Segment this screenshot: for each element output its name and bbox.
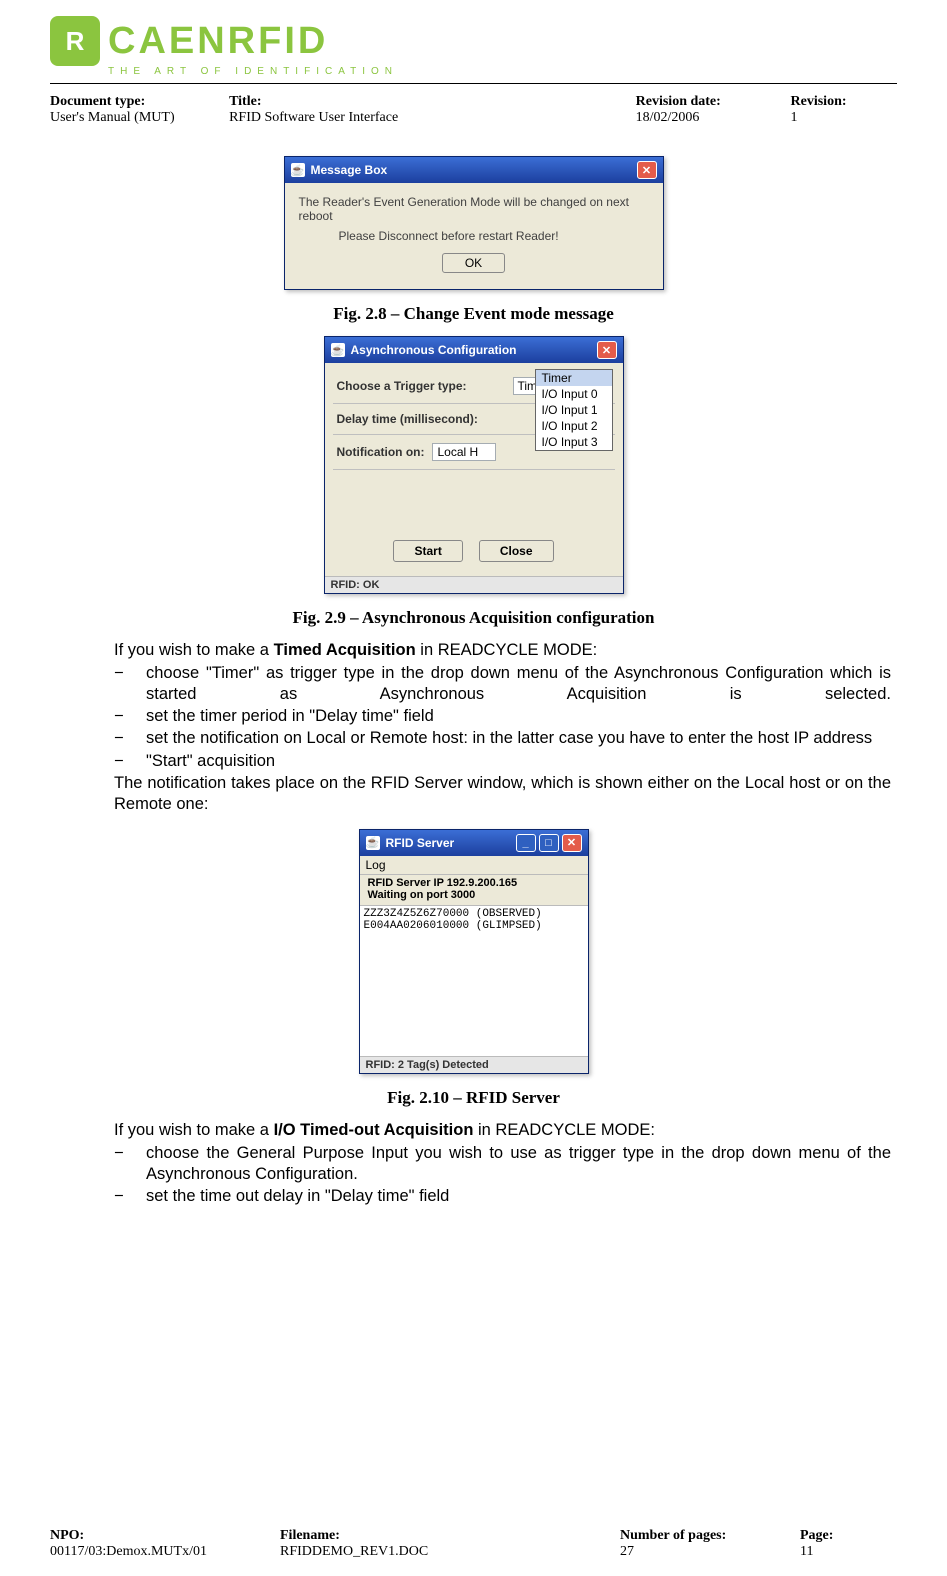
rfid-server-titlebar: ☕ RFID Server _ □ ✕ — [360, 830, 588, 856]
maximize-icon[interactable]: □ — [539, 834, 559, 852]
list-item: −choose "Timer" as trigger type in the d… — [114, 663, 891, 705]
rfid-server-status: RFID: 2 Tag(s) Detected — [360, 1056, 588, 1073]
rev-value: 1 — [791, 110, 897, 126]
dropdown-item-io3[interactable]: I/O Input 3 — [536, 434, 612, 450]
ok-button[interactable]: OK — [442, 253, 505, 273]
async-config-dialog: ☕ Asynchronous Configuration ✕ Choose a … — [324, 336, 624, 594]
async-status-bar: RFID: OK — [325, 576, 623, 593]
io-acq-intro: If you wish to make a I/O Timed-out Acqu… — [50, 1120, 897, 1141]
start-button[interactable]: Start — [393, 540, 462, 562]
tag-row: E004AA0206010000 (GLIMPSED) — [364, 920, 584, 932]
message-box-body: The Reader's Event Generation Mode will … — [285, 183, 663, 289]
notification-dropdown[interactable]: Local H — [432, 443, 496, 461]
list-item: −set the timer period in "Delay time" fi… — [114, 706, 891, 727]
rfid-server-info: RFID Server IP 192.9.200.165 Waiting on … — [360, 875, 588, 906]
async-title: Asynchronous Configuration — [351, 343, 517, 357]
list-item: −set the time out delay in "Delay time" … — [114, 1186, 891, 1207]
tag-row: ZZZ3Z4Z5Z6Z70000 (OBSERVED) — [364, 908, 584, 920]
rfid-server-body: Log RFID Server IP 192.9.200.165 Waiting… — [360, 856, 588, 1056]
async-buttons: Start Close — [333, 540, 615, 562]
minimize-icon[interactable]: _ — [516, 834, 536, 852]
timed-acq-intro: If you wish to make a Timed Acquisition … — [50, 640, 897, 661]
notification-paragraph: The notification takes place on the RFID… — [50, 773, 897, 815]
timed-acq-list: −choose "Timer" as trigger type in the d… — [50, 663, 897, 772]
doc-meta-row: Document type: User's Manual (MUT) Title… — [50, 94, 897, 126]
dropdown-item-io1[interactable]: I/O Input 1 — [536, 402, 612, 418]
file-value: RFIDDEMO_REV1.DOC — [280, 1544, 620, 1560]
pages-value: 27 — [620, 1544, 800, 1560]
dropdown-item-io2[interactable]: I/O Input 2 — [536, 418, 612, 434]
title-value: RFID Software User Interface — [229, 110, 636, 126]
file-label: Filename: — [280, 1528, 620, 1544]
trigger-type-label: Choose a Trigger type: — [337, 379, 467, 393]
pages-label: Number of pages: — [620, 1528, 800, 1544]
message-box-titlebar: ☕ Message Box ✕ — [285, 157, 663, 183]
java-icon: ☕ — [366, 836, 380, 850]
java-icon: ☕ — [291, 163, 305, 177]
io-acq-list: −choose the General Purpose Input you wi… — [50, 1143, 897, 1207]
message-line-1: The Reader's Event Generation Mode will … — [299, 195, 649, 223]
message-line-2: Please Disconnect before restart Reader! — [299, 229, 649, 243]
message-box-title: Message Box — [311, 163, 388, 177]
close-icon[interactable]: ✕ — [597, 341, 617, 359]
list-item: −choose the General Purpose Input you wi… — [114, 1143, 891, 1185]
async-body: Choose a Trigger type: Timer ▼ Delay tim… — [325, 363, 623, 576]
java-icon: ☕ — [331, 343, 345, 357]
delay-time-label: Delay time (millisecond): — [337, 412, 478, 426]
close-icon[interactable]: ✕ — [637, 161, 657, 179]
rev-date-label: Revision date: — [636, 94, 791, 110]
log-menu[interactable]: Log — [360, 856, 588, 875]
message-box-dialog: ☕ Message Box ✕ The Reader's Event Gener… — [284, 156, 664, 290]
rfid-server-dialog: ☕ RFID Server _ □ ✕ Log RFID Server IP 1… — [359, 829, 589, 1074]
page-footer: NPO: Filename: Number of pages: Page: 00… — [50, 1528, 897, 1560]
async-titlebar: ☕ Asynchronous Configuration ✕ — [325, 337, 623, 363]
npo-value: 00117/03:Demox.MUTx/01 — [50, 1544, 280, 1560]
dropdown-item-io0[interactable]: I/O Input 0 — [536, 386, 612, 402]
logo-row: R CAENRFID — [50, 16, 897, 66]
doc-type-value: User's Manual (MUT) — [50, 110, 229, 126]
caption-fig-2-8: Fig. 2.8 – Change Event mode message — [50, 304, 897, 324]
rfid-server-title: RFID Server — [386, 836, 455, 850]
rev-label: Revision: — [791, 94, 897, 110]
page-root: R CAENRFID THE ART OF IDENTIFICATION Doc… — [0, 0, 947, 1228]
rev-date-value: 18/02/2006 — [636, 110, 791, 126]
caption-fig-2-9: Fig. 2.9 – Asynchronous Acquisition conf… — [50, 608, 897, 628]
title-label: Title: — [229, 94, 636, 110]
header-divider — [50, 83, 897, 84]
dropdown-item-timer[interactable]: Timer — [536, 370, 612, 386]
list-item: −"Start" acquisition — [114, 751, 891, 772]
close-button[interactable]: Close — [479, 540, 554, 562]
doc-type-label: Document type: — [50, 94, 229, 110]
tag-list: ZZZ3Z4Z5Z6Z70000 (OBSERVED) E004AA020601… — [360, 906, 588, 1056]
trigger-dropdown-list: Timer I/O Input 0 I/O Input 1 I/O Input … — [535, 369, 613, 451]
list-item: −set the notification on Local or Remote… — [114, 728, 891, 749]
caption-fig-2-10: Fig. 2.10 – RFID Server — [50, 1088, 897, 1108]
page-label: Page: — [800, 1528, 880, 1544]
npo-label: NPO: — [50, 1528, 280, 1544]
logo-subtitle: THE ART OF IDENTIFICATION — [108, 66, 897, 77]
notification-label: Notification on: — [337, 445, 425, 459]
logo-text: CAENRFID — [108, 20, 328, 63]
page-value: 11 — [800, 1544, 880, 1560]
logo-badge-icon: R — [50, 16, 100, 66]
close-icon[interactable]: ✕ — [562, 834, 582, 852]
notification-value: Local H — [437, 445, 478, 459]
